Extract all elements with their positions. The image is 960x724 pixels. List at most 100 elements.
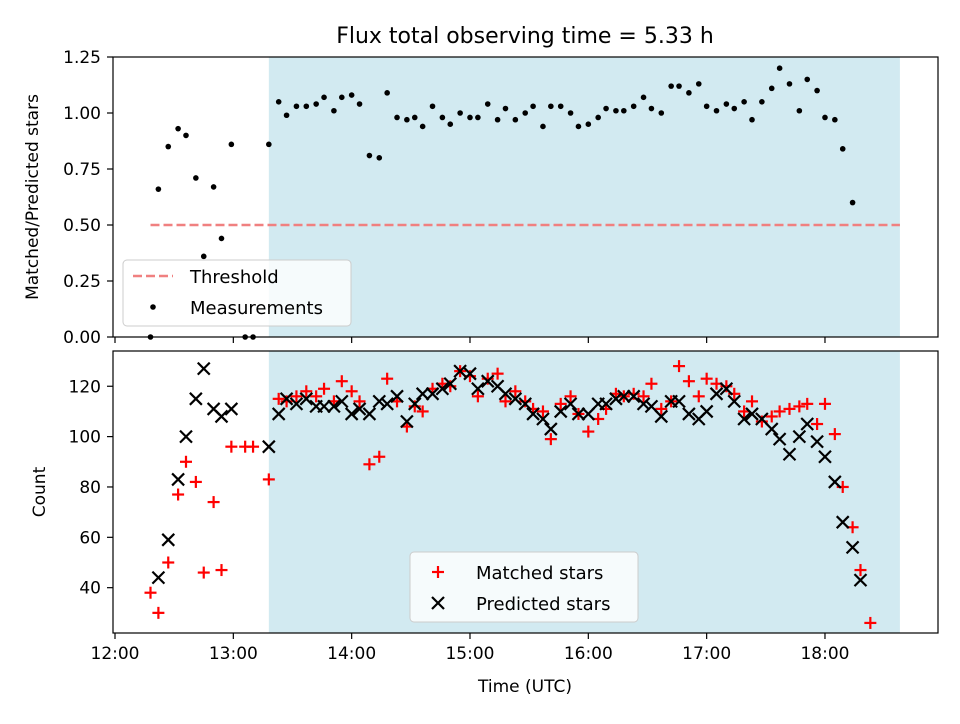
matched-point bbox=[637, 390, 650, 403]
predicted-point bbox=[390, 389, 404, 404]
predicted-point bbox=[828, 475, 842, 489]
predicted-point bbox=[599, 397, 613, 411]
matched-point bbox=[335, 375, 348, 388]
matched-legend-label: Matched stars bbox=[476, 563, 603, 584]
measurement-point bbox=[822, 114, 828, 121]
measurement-point bbox=[419, 123, 426, 130]
predicted-point bbox=[498, 387, 513, 401]
matched-point bbox=[189, 475, 202, 488]
measurement-point bbox=[804, 76, 811, 83]
predicted-point bbox=[672, 394, 686, 409]
matched-point bbox=[746, 395, 759, 408]
predicted-point bbox=[362, 407, 377, 421]
measurement-point bbox=[723, 101, 730, 107]
measurement-point bbox=[621, 107, 627, 114]
predicted-point bbox=[626, 389, 641, 404]
measurement-point bbox=[603, 105, 609, 112]
x-axis-label: Time (UTC) bbox=[477, 677, 572, 697]
predicted-point bbox=[772, 432, 787, 446]
matched-point bbox=[353, 395, 366, 408]
top-axes-frame bbox=[112, 56, 939, 338]
matched-point bbox=[554, 397, 567, 410]
bottom-legend-box bbox=[409, 551, 639, 623]
measurement-point bbox=[832, 116, 838, 123]
measurement-point bbox=[266, 141, 272, 148]
matched-point bbox=[773, 405, 786, 418]
predicted-point bbox=[518, 397, 532, 411]
matched-point bbox=[310, 390, 323, 403]
predicted-point bbox=[800, 417, 815, 431]
top-panel: 0.00 0.25 0.50 0.75 1.00 1.25 Matched/Predict… bbox=[23, 48, 939, 348]
bottom-y-tick-label: 120 bbox=[69, 377, 101, 397]
bottom-legend: Matched stars Predicted stars bbox=[409, 551, 639, 623]
predicted-point bbox=[782, 447, 797, 462]
measurement-point bbox=[630, 103, 637, 110]
matched-point bbox=[564, 390, 577, 403]
predicted-legend-label: Predicted stars bbox=[476, 594, 610, 615]
matched-point bbox=[536, 405, 549, 418]
measurement-point bbox=[376, 155, 383, 161]
measurement-point bbox=[200, 253, 207, 260]
matched-point bbox=[318, 382, 331, 395]
matched-legend-swatch bbox=[432, 566, 444, 578]
measurement-point bbox=[228, 141, 235, 148]
predicted-point bbox=[435, 381, 450, 396]
predicted-point bbox=[372, 394, 387, 409]
predicted-point bbox=[745, 407, 759, 421]
measurement-point bbox=[668, 83, 674, 89]
measurement-point bbox=[439, 114, 446, 121]
predicted-point bbox=[471, 381, 485, 396]
top-shaded-region bbox=[268, 57, 900, 337]
measurement-point bbox=[275, 99, 282, 105]
measurement-point bbox=[447, 121, 454, 127]
predicted-point bbox=[553, 404, 568, 419]
measurement-point bbox=[522, 110, 529, 116]
measurement-point bbox=[356, 101, 363, 107]
top-x-ticks bbox=[114, 337, 826, 343]
predicted-point bbox=[636, 397, 651, 411]
top-measurements bbox=[147, 65, 856, 340]
predicted-point bbox=[563, 397, 578, 411]
matched-point bbox=[828, 428, 841, 441]
matched-point bbox=[144, 586, 157, 599]
predicted-point bbox=[262, 439, 276, 454]
measurement-point bbox=[210, 184, 217, 190]
x-tick-label: 14:00 bbox=[327, 644, 376, 664]
measurement-point bbox=[686, 90, 692, 96]
measurement-point bbox=[394, 114, 400, 121]
predicted-point bbox=[317, 399, 331, 414]
matched-point bbox=[152, 606, 165, 619]
predicted-point bbox=[571, 407, 586, 421]
measurement-point bbox=[749, 116, 755, 123]
measurement-point bbox=[776, 65, 783, 71]
predicted-point bbox=[719, 381, 734, 396]
matched-point bbox=[673, 360, 686, 373]
measurement-point bbox=[293, 103, 300, 110]
predicted-point bbox=[400, 414, 414, 429]
measurement-point bbox=[348, 92, 355, 98]
predicted-point bbox=[508, 392, 523, 406]
matched-point bbox=[655, 402, 668, 415]
measurement-point bbox=[658, 110, 665, 116]
predicted-point bbox=[737, 412, 751, 426]
predicted-point bbox=[299, 392, 314, 406]
predicted-point bbox=[845, 540, 860, 555]
matched-point bbox=[801, 397, 814, 410]
measurement-point bbox=[321, 94, 327, 101]
measurement-point bbox=[384, 90, 390, 96]
matched-point bbox=[645, 377, 658, 390]
predicted-point bbox=[161, 533, 176, 547]
predicted-point bbox=[682, 407, 696, 421]
x-tick-label: 17:00 bbox=[682, 644, 731, 664]
measurement-point bbox=[193, 175, 199, 181]
bottom-axes-frame bbox=[112, 350, 939, 634]
measurement-point bbox=[218, 235, 225, 242]
predicted-point bbox=[480, 374, 495, 388]
matched-point bbox=[373, 450, 386, 463]
predicted-point bbox=[344, 407, 359, 421]
matched-point bbox=[864, 616, 877, 629]
measurement-point bbox=[303, 103, 310, 110]
matched-point bbox=[811, 418, 824, 431]
matched-point bbox=[582, 425, 595, 438]
